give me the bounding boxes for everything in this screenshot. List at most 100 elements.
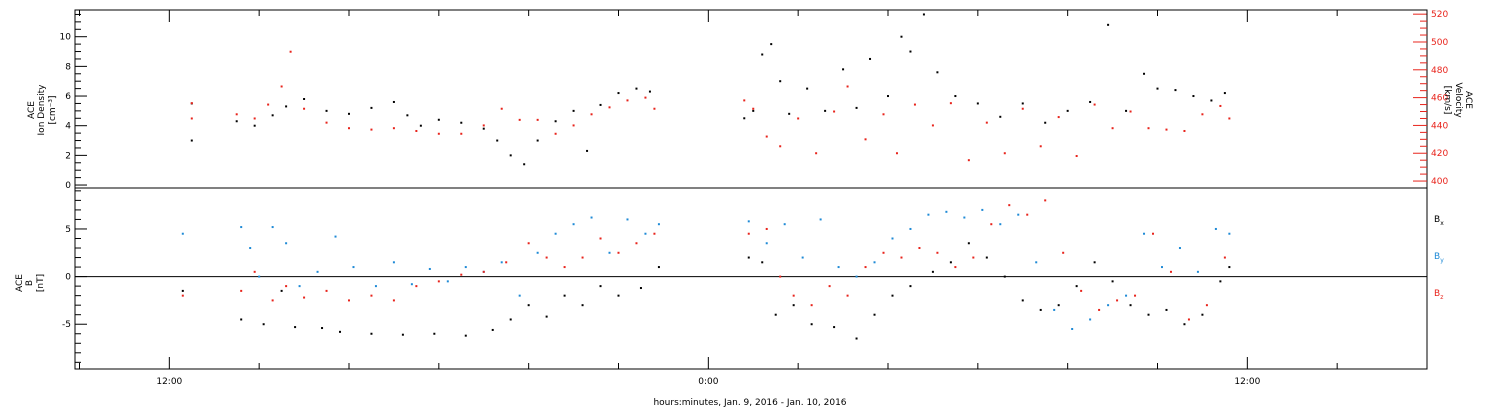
data-point [752, 107, 755, 110]
data-point [1134, 294, 1137, 297]
data-point [262, 323, 265, 326]
data-point [761, 261, 764, 264]
data-point [280, 289, 283, 292]
data-point [572, 223, 575, 226]
data-point [1183, 129, 1186, 132]
data-point [392, 127, 395, 130]
data-point [370, 128, 373, 131]
data-point [891, 294, 894, 297]
data-point [1111, 127, 1114, 130]
legend-label-by: By [1434, 252, 1444, 264]
density-tick-label: 2 [65, 151, 71, 161]
data-point [1093, 261, 1096, 264]
data-point [743, 117, 746, 120]
data-point [1021, 299, 1024, 302]
data-point [981, 208, 984, 211]
density-axis-ticks: 0 2 4 6 8 10 [60, 13, 87, 191]
data-point [325, 289, 328, 292]
data-point [913, 103, 916, 106]
data-point [370, 332, 373, 335]
data-point [554, 120, 557, 123]
data-point [900, 35, 903, 38]
data-point [599, 103, 602, 106]
series-Bx [181, 242, 1231, 340]
b-field-legend: Bx By Bz [1434, 215, 1444, 301]
data-point [527, 242, 530, 245]
data-point [900, 256, 903, 259]
data-point [392, 299, 395, 302]
data-point [401, 333, 404, 336]
data-point [572, 124, 575, 127]
data-point [936, 71, 939, 74]
data-point [352, 266, 355, 269]
data-point [1143, 232, 1146, 235]
data-point [258, 275, 261, 278]
data-point [437, 280, 440, 283]
data-point [294, 326, 297, 329]
legend-label-bx: Bx [1434, 215, 1444, 227]
data-point [743, 99, 746, 102]
data-point [765, 227, 768, 230]
data-point [1205, 304, 1208, 307]
data-point [891, 237, 894, 240]
data-point [855, 337, 858, 340]
data-point [922, 13, 925, 16]
data-point [810, 304, 813, 307]
b-field-axis-label-line3: [nT] [36, 274, 46, 292]
data-point [599, 237, 602, 240]
data-point [873, 261, 876, 264]
data-point [1219, 280, 1222, 283]
data-point [563, 294, 566, 297]
data-point [949, 261, 952, 264]
data-point [765, 135, 768, 138]
data-point [1039, 145, 1042, 148]
data-point [936, 251, 939, 254]
time-tick-label: 12:00 [156, 377, 182, 387]
data-point [1152, 232, 1155, 235]
velocity-axis-label-line1: ACE [1463, 91, 1473, 109]
data-point [779, 145, 782, 148]
velocity-tick-label: 520 [1431, 10, 1448, 20]
data-point [590, 216, 593, 219]
data-point [1116, 299, 1119, 302]
velocity-tick-label: 460 [1431, 94, 1448, 104]
data-point [1147, 313, 1150, 316]
data-point [1071, 327, 1074, 330]
data-point [797, 117, 800, 120]
data-point [285, 105, 288, 108]
data-point [536, 118, 539, 121]
data-point [617, 294, 620, 297]
data-point [446, 280, 449, 283]
data-point [253, 270, 256, 273]
data-point [1228, 117, 1231, 120]
time-axis-label: hours:minutes, Jan. 9, 2016 - Jan. 10, 2… [653, 398, 846, 408]
data-point [1026, 213, 1029, 216]
data-point [761, 53, 764, 56]
data-point [491, 328, 494, 331]
data-point [523, 163, 526, 166]
data-point [370, 106, 373, 109]
data-point [1178, 247, 1181, 250]
data-point [788, 112, 791, 115]
data-point [1107, 23, 1110, 26]
data-point [500, 107, 503, 110]
data-point [1008, 204, 1011, 207]
data-point [999, 223, 1002, 226]
density-tick-label: 0 [65, 181, 71, 191]
data-point [482, 127, 485, 130]
time-tick-label: 0:00 [698, 377, 718, 387]
data-point [1219, 104, 1222, 107]
data-point [779, 80, 782, 83]
data-point [886, 95, 889, 98]
data-point [1021, 102, 1024, 105]
velocity-tick-label: 400 [1431, 177, 1448, 187]
data-point [617, 251, 620, 254]
data-point [909, 285, 912, 288]
top-panel-density-velocity: 0 2 4 6 8 10 400 420 440 460 480 500 520 ACE Ion De… [27, 9, 1473, 191]
data-point [1169, 270, 1172, 273]
data-point [545, 256, 548, 259]
data-point [572, 109, 575, 112]
velocity-tick-label: 480 [1431, 66, 1448, 76]
data-point [1165, 308, 1168, 311]
data-point [554, 132, 557, 135]
